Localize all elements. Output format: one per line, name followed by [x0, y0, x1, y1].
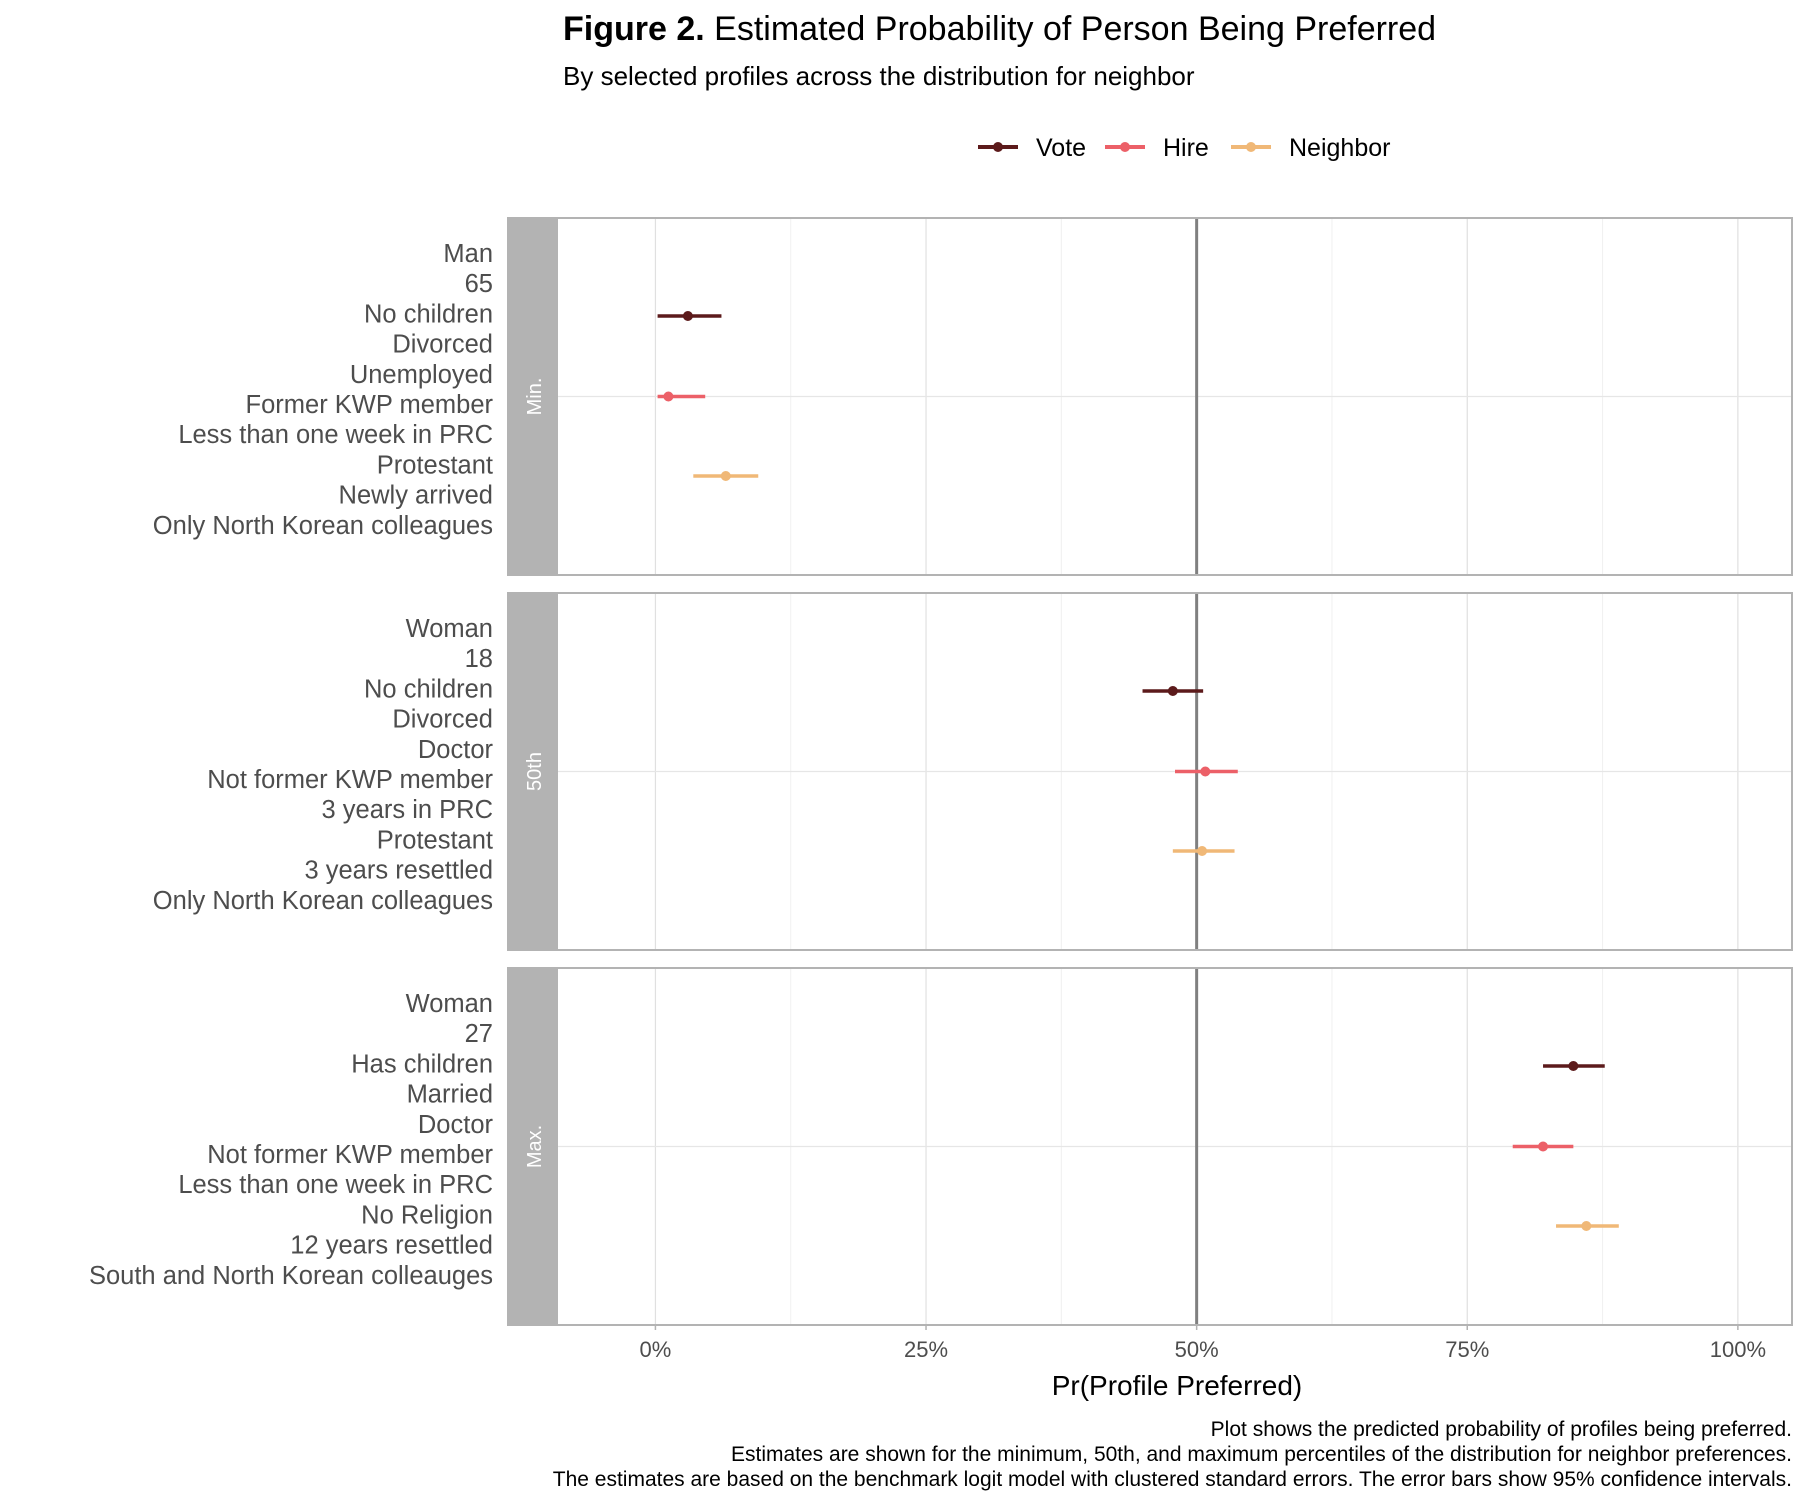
point-vote [682, 311, 693, 321]
profile-label: Woman [406, 615, 493, 643]
figure-title: Figure 2. Estimated Probability of Perso… [563, 10, 1436, 48]
panel-strip [508, 218, 558, 575]
figure-subtitle: By selected profiles across the distribu… [563, 61, 1195, 91]
panel-strip-label: 50th [524, 752, 546, 791]
panel-strip [508, 968, 558, 1325]
panel-border [507, 967, 1793, 1326]
profile-label: No children [364, 675, 493, 703]
profile-label: No Religion [361, 1201, 493, 1229]
profile-label: 3 years resettled [304, 857, 493, 885]
legend-marker-hire [1120, 142, 1130, 152]
profile-label: Newly arrived [339, 482, 493, 510]
profile-label: Protestant [377, 826, 493, 854]
profile-label: No children [364, 300, 493, 328]
point-hire [1200, 766, 1211, 777]
profile-label: Married [407, 1081, 493, 1109]
point-vote [1568, 1061, 1579, 1071]
profile-label: Man [443, 240, 493, 268]
profile-label: Less than one week in PRC [178, 1171, 493, 1199]
profile-label: Protestant [377, 451, 493, 479]
profile-label: 65 [465, 270, 493, 298]
legend-label-neighbor: Neighbor [1289, 134, 1390, 162]
x-tick-label: 75% [1445, 1337, 1489, 1362]
profile-label: Doctor [418, 736, 494, 764]
profile-label: Divorced [392, 706, 493, 734]
legend-label-vote: Vote [1036, 134, 1086, 162]
panel-border [507, 217, 1793, 576]
point-hire [663, 391, 674, 402]
point-vote [1167, 686, 1178, 696]
profile-label: Woman [406, 990, 493, 1018]
point-neighbor [1197, 846, 1208, 856]
point-hire [1538, 1141, 1549, 1152]
figure-label: Figure 2. [563, 10, 705, 48]
legend-marker-neighbor [1246, 142, 1256, 152]
profile-label: Less than one week in PRC [178, 421, 493, 449]
profile-label: Only North Korean colleagues [153, 887, 493, 915]
profile-label: Only North Korean colleagues [153, 512, 493, 540]
panel-strip-label: Max. [524, 1125, 546, 1168]
x-axis: 0% 25% 50% 75% 100% [640, 1325, 1766, 1362]
caption-line-3: The estimates are based on the benchmark… [553, 1468, 1792, 1491]
x-tick-label: 0% [640, 1337, 672, 1362]
caption-line-1: Plot shows the predicted probability of … [1211, 1418, 1792, 1441]
profile-label: 27 [465, 1020, 493, 1048]
profile-label: South and North Korean colleauges [89, 1262, 493, 1290]
profile-label: Divorced [392, 331, 493, 359]
x-axis-label: Pr(Profile Preferred) [1052, 1370, 1303, 1401]
x-tick-label: 50% [1175, 1337, 1219, 1362]
profile-label: 18 [465, 645, 493, 673]
point-neighbor [720, 471, 731, 481]
legend-marker-vote [993, 142, 1003, 152]
profile-label: Not former KWP member [207, 766, 493, 794]
profile-label: Doctor [418, 1111, 494, 1139]
caption-line-2: Estimates are shown for the minimum, 50t… [731, 1443, 1792, 1466]
x-tick-label: 25% [904, 1337, 948, 1362]
panel-border [507, 592, 1793, 951]
profile-label: Unemployed [350, 361, 493, 389]
panel-strip [508, 593, 558, 950]
x-tick-label: 100% [1710, 1337, 1766, 1362]
legend-label-hire: Hire [1163, 134, 1209, 162]
profile-label: 3 years in PRC [322, 796, 493, 824]
legend: Vote Hire Neighbor [978, 134, 1390, 162]
profile-label: Not former KWP member [207, 1141, 493, 1169]
profile-label: Has children [351, 1050, 493, 1078]
profile-label: Former KWP member [246, 391, 494, 419]
point-neighbor [1581, 1221, 1592, 1231]
profile-label: 12 years resettled [290, 1232, 493, 1260]
panel-strip-label: Min. [524, 378, 546, 416]
figure-title-text: Estimated Probability of Person Being Pr… [714, 10, 1436, 48]
